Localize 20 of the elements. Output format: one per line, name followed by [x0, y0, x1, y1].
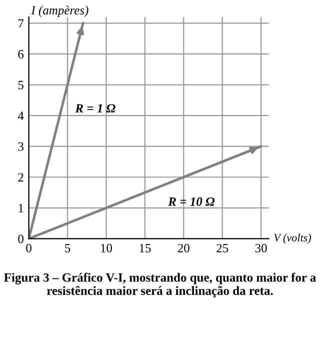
x-tick-label: 5	[65, 244, 70, 252]
x-tick-label: 15	[140, 244, 151, 252]
x-tick-label: 10	[101, 244, 112, 252]
x-tick-label: 25	[216, 244, 228, 252]
y-tick-label: 1	[18, 204, 24, 212]
y-tick-label: 7	[18, 19, 24, 28]
y-tick-label: 5	[18, 80, 24, 90]
y-tick-label: 2	[18, 173, 24, 182]
y-tick-label: 3	[18, 142, 24, 151]
x-tick-label: 30	[255, 244, 267, 252]
x-axis-title: V (volts)	[274, 234, 312, 244]
series-label: R = 10 Ω	[168, 197, 215, 206]
y-tick-label: 6	[18, 50, 24, 58]
series-label: R = 1 Ω	[75, 104, 116, 112]
text: Figura 3 – Gráfico V-I, mostrando que, quanto maior for a resistência maior será a inclinação da reta.	[4, 272, 316, 298]
y-tick-label: 0	[18, 234, 24, 244]
y-axis-title: I (ampères)	[31, 6, 88, 18]
x-tick-label: 20	[178, 244, 190, 252]
x-tick-label: 0	[26, 244, 32, 252]
y-tick-label: 4	[18, 112, 24, 120]
